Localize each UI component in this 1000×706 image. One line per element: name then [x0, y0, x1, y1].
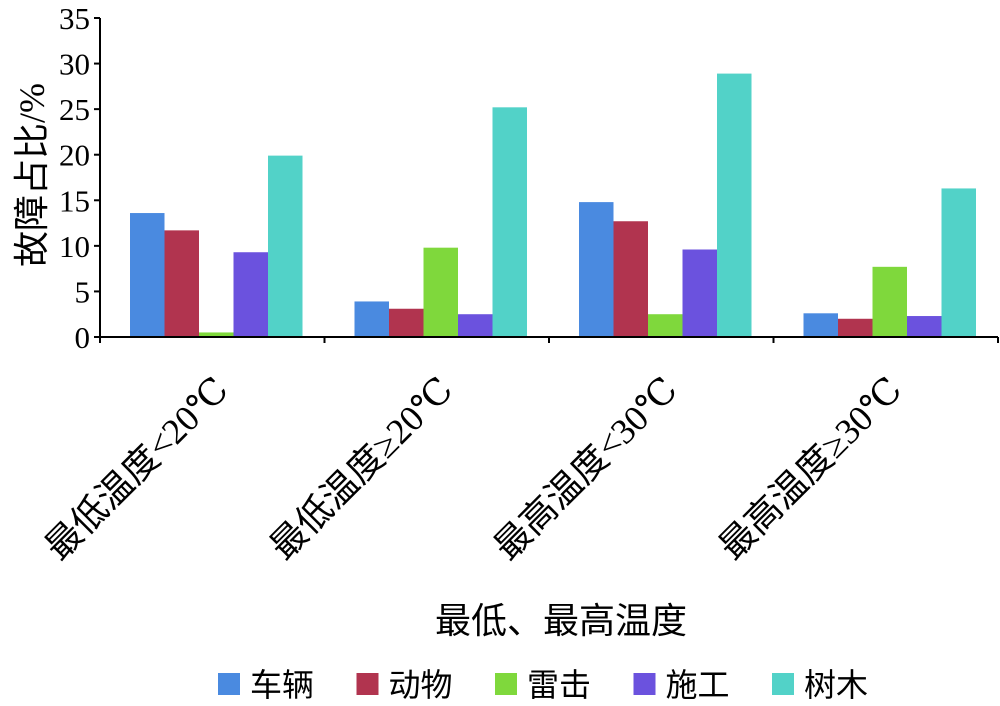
y-tick-label: 35 [59, 1, 90, 36]
y-tick-label: 5 [75, 274, 91, 309]
x-category-label: 最高温度≥30℃ [711, 369, 909, 567]
legend-label: 雷击 [527, 667, 591, 703]
y-axis-title: 故障占比/% [12, 83, 52, 267]
y-tick-label: 10 [59, 229, 90, 264]
legend-label: 树木 [804, 667, 868, 703]
bar-series-5-category-4 [941, 188, 976, 337]
bars-layer [130, 73, 976, 338]
legend-item: 树木 [772, 667, 868, 703]
legend-label: 动物 [389, 667, 453, 703]
y-tick-label: 30 [59, 47, 90, 82]
y-tick-label: 15 [59, 183, 90, 218]
legend-item: 雷击 [495, 667, 591, 703]
legend-label: 施工 [666, 667, 730, 703]
bar-series-5-category-3 [717, 73, 752, 338]
legend-item: 施工 [633, 667, 730, 703]
bar-series-4-category-4 [907, 316, 942, 337]
bar-series-3-category-4 [872, 266, 907, 337]
legend-swatch [772, 673, 794, 695]
bar-series-2-category-2 [389, 308, 424, 337]
bar-series-3-category-1 [199, 332, 234, 337]
bar-series-3-category-2 [423, 247, 458, 337]
bar-series-1-category-3 [579, 202, 614, 337]
legend-swatch [633, 673, 656, 695]
bar-series-2-category-1 [164, 230, 199, 337]
bar-series-3-category-3 [648, 314, 683, 337]
bar-series-2-category-3 [613, 221, 648, 337]
bar-series-1-category-4 [803, 313, 838, 337]
bar-series-5-category-1 [268, 155, 303, 337]
bar-series-2-category-4 [838, 318, 873, 337]
x-category-label: 最低温度≥20℃ [262, 369, 460, 567]
x-category-label: 最高温度<30℃ [487, 369, 685, 567]
bar-series-1-category-1 [130, 213, 165, 337]
bar-series-4-category-1 [233, 252, 268, 337]
legend-swatch [218, 673, 240, 695]
bar-series-4-category-2 [458, 314, 493, 337]
legend: 车辆 动物 雷击 施工 树木 [218, 667, 868, 703]
legend-swatch [356, 673, 379, 695]
legend-item: 动物 [356, 667, 453, 703]
bar-series-5-category-2 [492, 107, 527, 337]
bar-series-1-category-2 [354, 301, 389, 337]
x-axis-title: 最低、最高温度 [435, 601, 687, 641]
bar-series-4-category-3 [682, 249, 717, 337]
y-tick-label: 25 [59, 92, 90, 127]
y-tick-label: 20 [59, 138, 90, 173]
legend-item: 车辆 [218, 667, 314, 703]
legend-label: 车辆 [250, 667, 314, 703]
x-category-label: 最低温度<20℃ [38, 369, 236, 567]
y-tick-label: 0 [75, 320, 91, 355]
legend-swatch [495, 673, 517, 695]
